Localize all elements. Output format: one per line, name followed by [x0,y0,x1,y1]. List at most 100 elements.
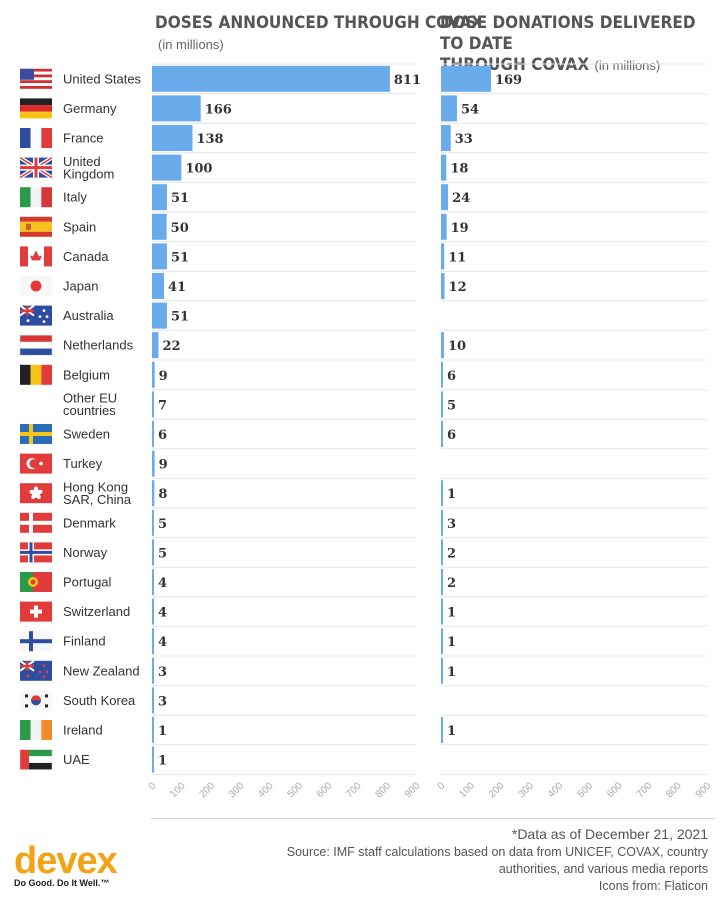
country-label: Sweden [63,427,110,442]
announced-bar [152,273,165,299]
delivered-bar [441,125,451,151]
announced-value-label: 5 [158,546,167,561]
country-label: Norway [63,545,108,560]
right-chart-unit: (in millions) [594,58,661,73]
announced-bar [152,213,167,240]
delivered-value-label: 5 [447,398,456,413]
country-label: Canada [63,249,109,264]
announced-bar [152,95,201,122]
delivered-x-tick-label: 900 [694,780,714,800]
flag-us-icon [20,68,52,89]
country-label: UAE [63,752,90,767]
delivered-x-tick-label: 200 [487,780,507,800]
announced-x-tick-label: 500 [285,780,305,800]
delivered-x-tick-label: 500 [576,780,596,800]
left-chart-unit: (in millions) [158,37,224,52]
flag-pt-icon [20,572,52,592]
flag-fi-icon [20,631,52,652]
announced-bar [152,717,154,743]
country-label: Spain [63,219,96,234]
announced-value-label: 9 [159,458,168,473]
delivered-bar [441,184,449,211]
devex-logo-tagline: Do Good. Do It Well.™ [14,878,110,888]
flag-tr-icon [20,453,52,474]
delivered-bar [441,539,443,566]
announced-bar [152,687,154,714]
announced-value-label: 166 [205,102,232,117]
announced-value-label: 811 [394,73,421,88]
delivered-value-label: 33 [455,132,473,147]
delivered-value-label: 18 [450,162,468,177]
delivered-value-label: 1 [447,635,456,650]
delivered-bar [441,598,443,625]
announced-x-tick-label: 900 [403,780,423,800]
flag-ch-icon [20,601,52,622]
country-label: Hong Kong [63,479,128,494]
announced-x-tick-label: 300 [227,780,247,800]
flag-be-icon [20,364,52,385]
delivered-value-label: 1 [447,724,456,739]
flag-au-icon [19,304,52,326]
announced-value-label: 3 [158,665,167,680]
flag-kr-icon [20,690,52,711]
delivered-value-label: 11 [448,250,466,265]
delivered-bar [441,480,443,507]
left-chart-title: DOSES ANNOUNCED THROUGH COVAX (in millio… [155,13,484,52]
delivered-bar [441,154,447,181]
country-label: Germany [63,101,117,116]
country-label: Turkey [63,456,103,471]
announced-bar [152,480,155,507]
announced-x-tick-label: 100 [168,780,188,800]
devex-logo: devex Do Good. Do It Well.™ [14,840,118,888]
flag-es-icon [20,216,52,237]
announced-bar [152,569,154,595]
announced-bar [152,598,154,625]
flag-jp-icon [20,276,52,296]
delivered-bar [441,717,443,743]
flag-uk-icon [18,155,54,180]
announced-bar [152,302,167,329]
footer-source-line-2: authorities, and various media reports [498,862,708,876]
country-label: Australia [63,308,114,323]
delivered-bar [441,569,443,595]
announced-x-tick-label: 800 [373,780,393,800]
flag-se-icon [20,424,52,444]
delivered-bar [441,509,443,536]
announced-bar [152,154,182,181]
delivered-x-tick-label: 300 [516,780,536,800]
delivered-bar [441,332,444,359]
announced-bar [152,539,154,566]
country-label: Ireland [63,723,103,738]
footer-icon-credit: Icons from: Flaticon [598,879,708,893]
right-chart-title: DOSE DONATIONS DELIVERED TO DATE THROUGH… [440,13,696,75]
announced-bar [152,628,154,655]
delivered-bar [441,273,445,299]
delivered-bar [441,65,491,92]
delivered-x-tick-label: 400 [546,780,566,800]
announced-x-tick-label: 400 [256,780,276,800]
country-label: SAR, China [63,492,132,507]
delivered-value-label: 1 [447,665,456,680]
delivered-bar [441,361,443,388]
country-label: Italy [63,190,87,205]
announced-bar [152,391,155,418]
country-label: Kingdom [63,166,114,181]
country-label: Finland [63,634,106,649]
delivered-bar [441,243,445,270]
devex-logo-wordmark: devex [14,840,118,882]
country-label: France [63,131,103,146]
flag-ae-icon [19,749,53,770]
announced-bar [152,746,154,773]
announced-bar [152,657,154,684]
delivered-x-tick-label: 600 [605,780,625,800]
announced-x-tick-label: 600 [315,780,335,800]
announced-value-label: 4 [158,576,167,591]
announced-value-label: 100 [185,162,212,177]
announced-value-label: 4 [158,606,167,621]
announced-bar [152,450,155,477]
delivered-x-tick-label: 700 [635,780,655,800]
delivered-bar [441,391,443,418]
announced-value-label: 4 [158,635,167,650]
flag-de-icon [20,98,52,119]
